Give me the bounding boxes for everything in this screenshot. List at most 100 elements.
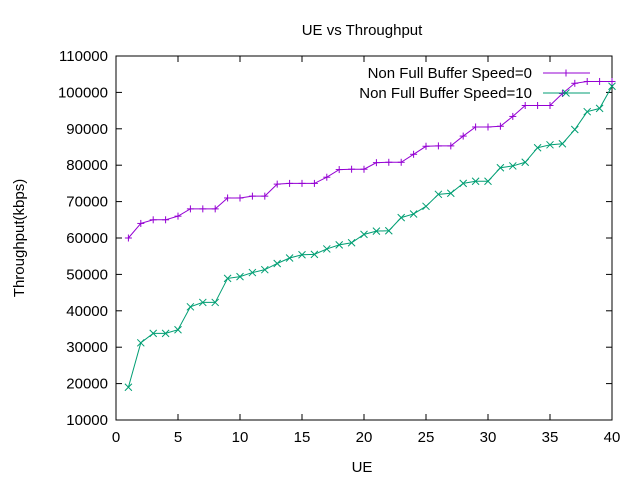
data-point xyxy=(459,132,467,140)
series-line-1 xyxy=(128,80,612,239)
legend: Non Full Buffer Speed=0 Non Full Buffer S… xyxy=(359,65,590,102)
x-tick-label: 20 xyxy=(356,429,373,446)
data-point xyxy=(322,245,331,253)
data-point xyxy=(472,123,480,131)
data-point xyxy=(583,107,592,116)
data-point xyxy=(298,250,306,259)
x-tick-label: 35 xyxy=(542,429,559,446)
x-tick-label: 10 xyxy=(232,429,249,446)
data-point xyxy=(521,102,529,110)
y-tick-label: 40000 xyxy=(66,303,108,320)
data-point xyxy=(224,194,232,202)
data-point xyxy=(496,122,504,130)
data-point xyxy=(496,163,505,172)
series-layer xyxy=(124,77,616,392)
data-point xyxy=(136,338,145,347)
data-point xyxy=(546,140,554,149)
y-tick-label: 110000 xyxy=(59,48,108,65)
data-point xyxy=(124,234,132,242)
x-tick-label: 5 xyxy=(174,429,182,446)
data-point xyxy=(471,177,480,186)
data-point xyxy=(348,165,356,173)
y-tick-label: 90000 xyxy=(66,121,108,138)
data-point xyxy=(509,112,517,120)
data-point xyxy=(186,205,194,213)
data-point xyxy=(484,123,492,131)
data-point xyxy=(397,158,405,166)
data-point xyxy=(347,238,356,247)
data-point xyxy=(360,165,368,173)
x-tick-label: 25 xyxy=(418,429,435,446)
data-point xyxy=(546,102,554,110)
legend-marker xyxy=(562,69,570,77)
data-point xyxy=(360,230,368,239)
data-point xyxy=(521,158,530,167)
data-point xyxy=(484,177,492,186)
data-point xyxy=(162,216,170,224)
data-point xyxy=(459,179,468,188)
data-point xyxy=(248,192,256,200)
data-point xyxy=(260,265,269,274)
y-axis: 10000 20000 30000 40000 50000 60000 70000 80000… xyxy=(58,48,612,429)
y-tick-label: 10000 xyxy=(66,412,108,429)
data-point xyxy=(385,158,393,166)
data-point xyxy=(434,190,443,199)
data-point xyxy=(372,159,380,167)
data-point xyxy=(273,259,282,268)
data-point xyxy=(149,216,157,224)
x-tick-label: 40 xyxy=(604,429,621,446)
data-point xyxy=(174,325,182,334)
data-point xyxy=(422,142,430,150)
y-tick-label: 80000 xyxy=(66,157,108,174)
data-point xyxy=(434,142,442,150)
data-point xyxy=(248,268,257,277)
data-point xyxy=(533,143,542,152)
data-point xyxy=(211,205,219,213)
data-point xyxy=(508,162,517,170)
data-point xyxy=(149,329,158,338)
data-point xyxy=(608,82,616,91)
data-point xyxy=(397,213,406,222)
x-axis: 0 5 10 15 20 25 30 35 40 xyxy=(112,56,621,446)
data-point xyxy=(161,329,170,338)
data-point xyxy=(558,139,567,148)
data-point xyxy=(384,226,393,235)
x-tick-label: 0 xyxy=(112,429,120,446)
data-point xyxy=(595,104,604,113)
data-point xyxy=(310,250,319,259)
data-point xyxy=(286,179,294,187)
y-tick-label: 20000 xyxy=(66,376,108,393)
data-point xyxy=(409,210,418,218)
data-point xyxy=(335,166,343,174)
data-point xyxy=(261,192,269,200)
legend-marker xyxy=(562,89,570,97)
data-point xyxy=(124,383,133,392)
data-point xyxy=(137,219,145,227)
x-tick-label: 30 xyxy=(480,429,497,446)
data-point xyxy=(447,142,455,150)
data-point xyxy=(608,77,616,85)
legend-label: Non Full Buffer Speed=10 xyxy=(359,85,532,102)
data-point xyxy=(186,302,195,311)
y-tick-label: 70000 xyxy=(66,194,108,211)
data-point xyxy=(273,180,281,188)
data-point xyxy=(199,205,207,213)
data-point xyxy=(372,227,381,235)
data-point xyxy=(174,212,182,220)
legend-label: Non Full Buffer Speed=0 xyxy=(368,65,532,82)
data-point xyxy=(310,179,318,187)
x-axis-label: UE xyxy=(352,459,373,476)
y-tick-label: 60000 xyxy=(66,230,108,247)
data-point xyxy=(422,202,430,211)
data-point xyxy=(236,194,244,202)
data-point xyxy=(534,102,542,110)
data-point xyxy=(236,272,244,281)
y-tick-label: 50000 xyxy=(66,266,108,283)
plot-area-frame xyxy=(115,55,613,421)
data-point xyxy=(571,79,579,87)
chart-title: UE vs Throughput xyxy=(302,22,423,39)
data-point xyxy=(410,150,418,158)
data-point xyxy=(583,77,591,85)
data-point xyxy=(285,254,294,262)
x-tick-label: 15 xyxy=(294,429,311,446)
